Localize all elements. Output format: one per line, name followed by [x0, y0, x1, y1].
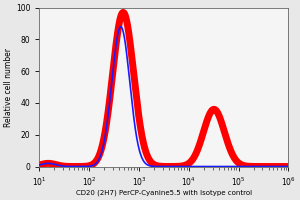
Y-axis label: Relative cell number: Relative cell number — [4, 48, 13, 127]
X-axis label: CD20 (2H7) PerCP-Cyanine5.5 with Isotype control: CD20 (2H7) PerCP-Cyanine5.5 with Isotype… — [76, 189, 252, 196]
